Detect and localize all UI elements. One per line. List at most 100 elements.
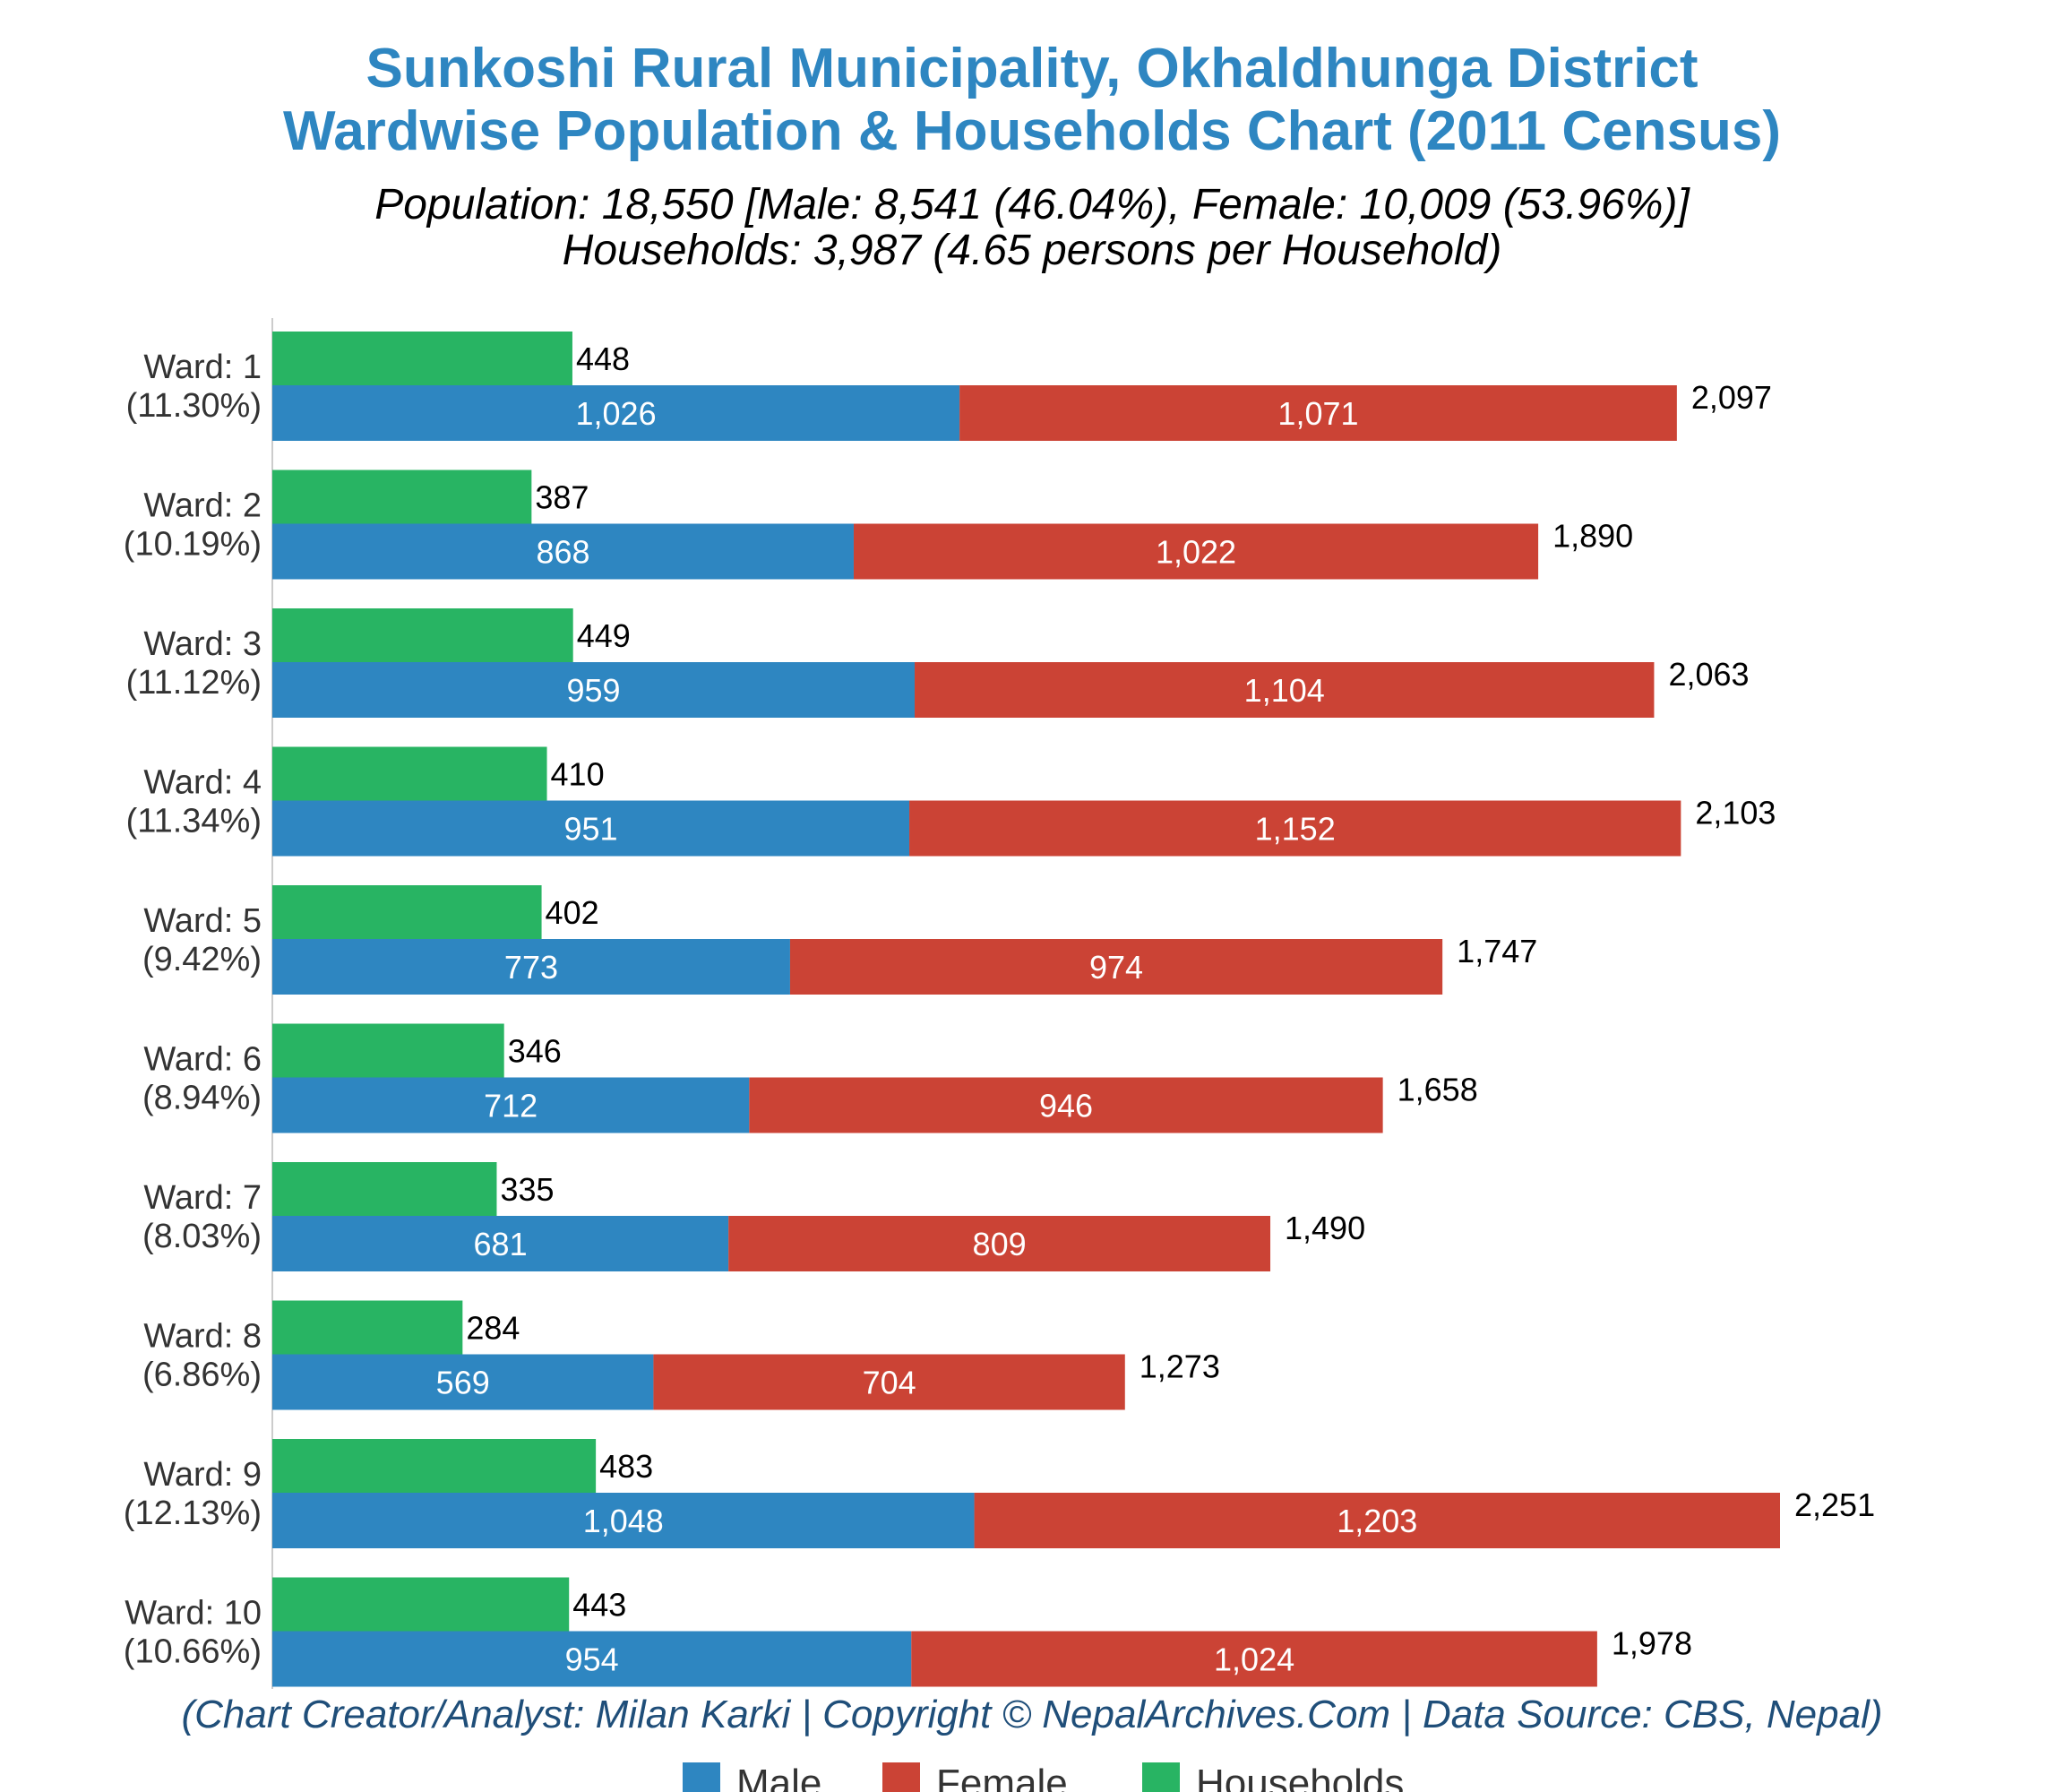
ward-label-10: Ward: 10 <box>125 1595 262 1633</box>
female-bar-ward-3 <box>915 662 1655 718</box>
households-label-ward-6: 346 <box>508 1033 562 1070</box>
households-bar-ward-10 <box>272 1577 570 1632</box>
female-bar-ward-10 <box>911 1631 1597 1687</box>
households-label-ward-1: 448 <box>576 340 630 377</box>
legend-label-households: Households <box>1196 1762 1404 1792</box>
ward-share-label-8: (6.86%) <box>142 1357 262 1394</box>
male-bar-ward-2 <box>272 523 854 580</box>
male-label-ward-8: 569 <box>436 1365 490 1401</box>
households-bar-ward-2 <box>272 470 532 524</box>
female-bar-ward-9 <box>974 1493 1780 1548</box>
households-label-ward-10: 443 <box>572 1587 626 1624</box>
male-label-ward-2: 868 <box>536 534 589 571</box>
male-label-ward-4: 951 <box>563 811 617 848</box>
female-bar-ward-7 <box>728 1216 1271 1271</box>
total-label-ward-7: 1,490 <box>1285 1210 1365 1246</box>
legend-label-female: Female <box>936 1762 1068 1792</box>
ward-label-6: Ward: 6 <box>143 1041 262 1079</box>
total-label-ward-5: 1,747 <box>1457 933 1537 969</box>
ward-share-label-5: (9.42%) <box>142 941 262 978</box>
total-label-ward-3: 2,063 <box>1668 656 1749 693</box>
ward-share-label-10: (10.66%) <box>124 1633 262 1671</box>
households-bar-ward-1 <box>272 332 572 385</box>
female-label-ward-9: 1,203 <box>1337 1503 1417 1539</box>
male-label-ward-3: 959 <box>566 672 620 709</box>
chart-subtitle-line-1: Population: 18,550 [Male: 8,541 (46.04%)… <box>374 181 1690 228</box>
total-label-ward-8: 1,273 <box>1140 1348 1220 1385</box>
female-label-ward-4: 1,152 <box>1255 811 1336 848</box>
male-bar-ward-10 <box>272 1631 912 1687</box>
total-label-ward-9: 2,251 <box>1794 1486 1875 1523</box>
total-label-ward-2: 1,890 <box>1552 518 1633 555</box>
households-bar-ward-6 <box>272 1023 504 1078</box>
female-label-ward-2: 1,022 <box>1156 534 1236 571</box>
male-bar-ward-9 <box>272 1493 975 1548</box>
female-bar-ward-2 <box>853 523 1539 580</box>
male-bar-ward-8 <box>272 1354 654 1410</box>
ward-label-1: Ward: 1 <box>143 349 262 386</box>
households-label-ward-5: 402 <box>546 894 599 931</box>
ward-label-4: Ward: 4 <box>143 764 262 802</box>
households-bar-ward-7 <box>272 1162 497 1216</box>
ward-label-5: Ward: 5 <box>143 902 262 940</box>
chart-title-line-1: Sunkoshi Rural Municipality, Okhaldhunga… <box>366 38 1698 99</box>
female-label-ward-3: 1,104 <box>1244 672 1325 709</box>
female-bar-ward-6 <box>749 1077 1383 1133</box>
households-label-ward-2: 387 <box>535 479 589 516</box>
male-label-ward-10: 954 <box>565 1641 619 1678</box>
legend-swatch-male <box>683 1762 720 1792</box>
legend: Male Female Households <box>683 1762 1404 1792</box>
ward-share-label-3: (11.12%) <box>126 664 262 702</box>
households-label-ward-3: 449 <box>577 617 631 654</box>
households-label-ward-8: 284 <box>466 1310 520 1347</box>
female-label-ward-5: 974 <box>1089 949 1143 986</box>
chart-title-line-2: Wardwise Population & Households Chart (… <box>283 100 1781 162</box>
ward-share-label-9: (12.13%) <box>124 1495 262 1532</box>
legend-swatch-households <box>1142 1762 1180 1792</box>
legend-label-male: Male <box>736 1762 821 1792</box>
households-bar-ward-8 <box>272 1300 463 1355</box>
total-label-ward-6: 1,658 <box>1398 1072 1478 1108</box>
male-bar-ward-4 <box>272 800 910 857</box>
bars-group: 448 1,026 1,071 2,097 Ward: 1(11.30%) 387 868 1… <box>124 332 1875 1687</box>
male-bar-ward-1 <box>272 385 960 441</box>
ward-label-2: Ward: 2 <box>143 487 262 525</box>
legend-swatch-female <box>882 1762 920 1792</box>
ward-label-3: Ward: 3 <box>143 625 262 663</box>
total-label-ward-10: 1,978 <box>1612 1625 1692 1662</box>
female-bar-ward-5 <box>789 939 1443 995</box>
male-label-ward-1: 1,026 <box>576 395 657 432</box>
ward-share-label-1: (11.30%) <box>126 387 262 425</box>
total-label-ward-4: 2,103 <box>1695 795 1776 831</box>
female-bar-ward-1 <box>959 385 1677 441</box>
households-label-ward-4: 410 <box>551 756 605 793</box>
male-bar-ward-6 <box>272 1077 750 1133</box>
male-label-ward-7: 681 <box>474 1226 528 1262</box>
male-bar-ward-5 <box>272 939 790 995</box>
male-bar-ward-3 <box>272 662 916 718</box>
female-label-ward-8: 704 <box>863 1365 916 1401</box>
households-bar-ward-4 <box>272 746 547 801</box>
households-label-ward-7: 335 <box>500 1171 554 1208</box>
chart-subtitle-line-2: Households: 3,987 (4.65 persons per Hous… <box>563 227 1502 274</box>
male-label-ward-5: 773 <box>504 949 558 986</box>
male-bar-ward-7 <box>272 1216 729 1271</box>
female-bar-ward-8 <box>653 1354 1125 1410</box>
female-label-ward-7: 809 <box>973 1226 1027 1262</box>
male-label-ward-6: 712 <box>484 1088 538 1124</box>
ward-label-7: Ward: 7 <box>143 1179 262 1217</box>
households-label-ward-9: 483 <box>599 1448 653 1485</box>
chart-credit: (Chart Creator/Analyst: Milan Karki | Co… <box>181 1693 1882 1736</box>
male-label-ward-9: 1,048 <box>583 1503 664 1539</box>
female-label-ward-1: 1,071 <box>1277 395 1358 432</box>
ward-label-8: Ward: 8 <box>143 1318 262 1356</box>
ward-share-label-4: (11.34%) <box>126 803 262 840</box>
total-label-ward-1: 2,097 <box>1691 379 1772 416</box>
female-label-ward-10: 1,024 <box>1214 1641 1294 1678</box>
households-bar-ward-9 <box>272 1439 597 1493</box>
ward-share-label-7: (8.03%) <box>142 1218 262 1255</box>
female-bar-ward-4 <box>909 800 1681 857</box>
households-bar-ward-3 <box>272 608 573 662</box>
